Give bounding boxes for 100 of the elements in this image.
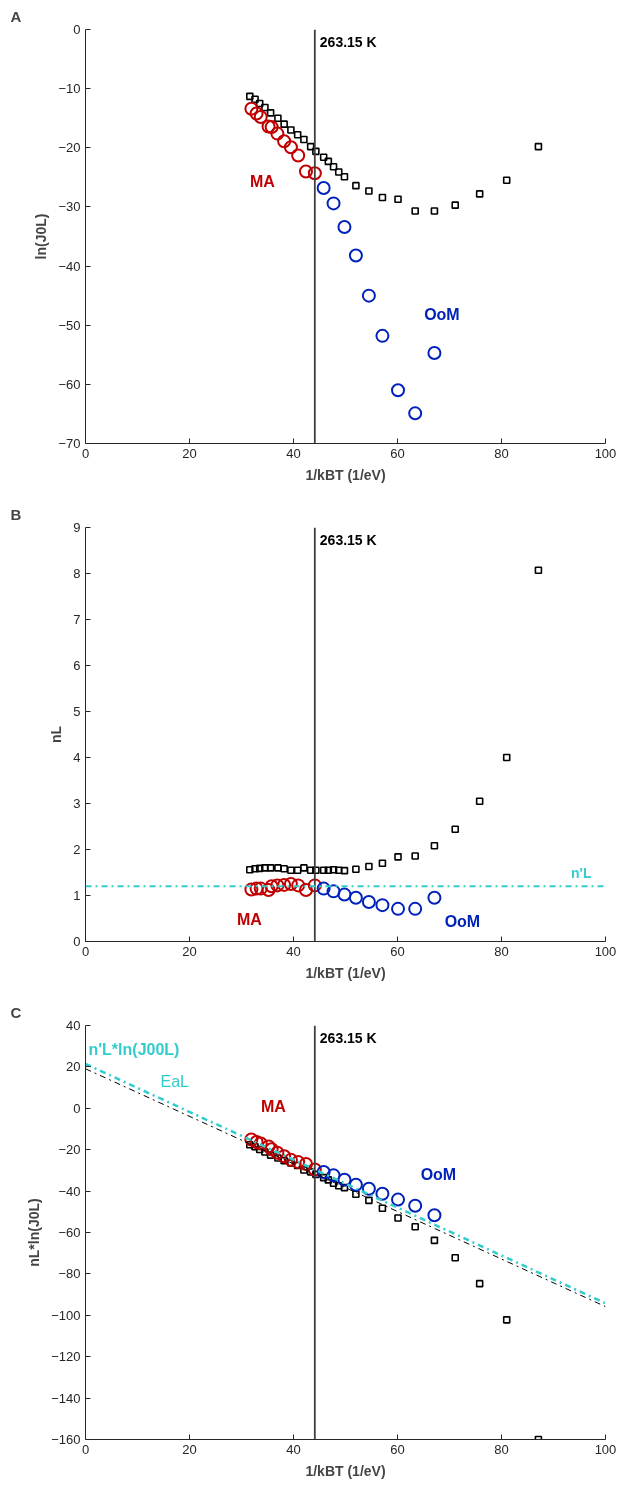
point	[300, 864, 308, 872]
point	[319, 153, 328, 162]
x-tick-label: 20	[182, 943, 197, 959]
point	[316, 1165, 331, 1180]
y-tick-label: 2	[73, 842, 81, 857]
x-tick-label: 40	[286, 445, 301, 461]
point	[378, 859, 387, 868]
point	[293, 130, 302, 139]
x-tick-label: 80	[494, 943, 509, 959]
y-tick-label: −80	[58, 1266, 81, 1282]
point	[274, 864, 282, 872]
x-tick-label: 60	[390, 943, 405, 959]
point	[291, 1155, 306, 1170]
point	[475, 1279, 484, 1288]
ref-line-label: 263.15 K	[319, 531, 377, 548]
point	[270, 1145, 285, 1160]
point	[316, 881, 331, 896]
ref-line-label: 263.15 K	[319, 1029, 377, 1046]
y-tick-label: −50	[58, 317, 81, 333]
y-tick-label: 40	[66, 1018, 81, 1033]
point	[408, 1198, 423, 1213]
point	[329, 162, 338, 171]
point	[249, 106, 264, 121]
point	[312, 147, 320, 156]
x-tick-label: 80	[494, 445, 509, 461]
point	[319, 866, 328, 874]
point	[375, 898, 390, 913]
point	[365, 862, 373, 871]
point	[475, 190, 484, 198]
series-label: MA	[249, 173, 276, 191]
y-tick-label: 8	[73, 566, 81, 581]
point	[394, 853, 402, 861]
x-tick-label: 40	[286, 1441, 301, 1457]
point	[274, 114, 282, 123]
x-tick-label: 100	[594, 943, 617, 959]
point	[270, 126, 285, 141]
y-tick-label: −20	[58, 140, 81, 156]
point	[253, 110, 268, 125]
point	[287, 126, 295, 134]
point	[253, 881, 268, 896]
series-label: OoM	[424, 306, 460, 324]
point	[326, 196, 341, 211]
point	[280, 120, 288, 128]
y-tick-label: 1	[73, 888, 81, 903]
x-tick-label: 20	[182, 445, 197, 461]
point	[340, 866, 349, 875]
y-tick-label: 0	[73, 1100, 81, 1116]
point	[451, 201, 460, 209]
point	[340, 172, 349, 181]
y-tick-label: −40	[58, 258, 81, 274]
point	[427, 890, 442, 905]
point	[352, 181, 360, 190]
point	[411, 207, 419, 215]
y-axis-title: ln(J0L)	[33, 213, 50, 260]
point	[316, 181, 331, 195]
point	[361, 288, 376, 303]
point	[261, 103, 269, 112]
point	[283, 140, 298, 155]
y-tick-label: −140	[51, 1390, 81, 1406]
x-tick-label: 100	[594, 1441, 617, 1457]
annotation: EaL	[160, 1073, 190, 1090]
point	[246, 865, 254, 874]
point	[255, 864, 264, 873]
y-tick-label: 4	[73, 750, 81, 765]
y-tick-label: 5	[73, 704, 81, 719]
chart-title: C	[10, 1003, 22, 1021]
point	[293, 866, 302, 874]
point	[337, 220, 352, 235]
y-tick-label: 6	[73, 658, 81, 673]
x-tick-label: 20	[182, 1441, 197, 1457]
point	[378, 1204, 387, 1213]
point	[306, 142, 315, 151]
x-tick-label: 60	[390, 445, 405, 461]
chart-title: A	[10, 7, 22, 25]
series-label: MA	[236, 910, 263, 928]
point	[391, 383, 406, 398]
point	[283, 877, 298, 891]
point	[270, 878, 285, 893]
point	[244, 1132, 259, 1147]
y-tick-label: 9	[73, 520, 81, 535]
point	[307, 166, 322, 181]
point	[394, 195, 402, 204]
point	[348, 248, 363, 263]
point	[244, 101, 259, 116]
x-axis-title: 1/kBT (1/eV)	[305, 964, 386, 981]
point	[334, 1181, 343, 1190]
point	[326, 1168, 341, 1183]
point	[475, 797, 484, 805]
point	[277, 1149, 292, 1164]
point	[451, 825, 460, 834]
point	[266, 864, 275, 872]
x-tick-label: 100	[594, 445, 617, 461]
point	[408, 901, 423, 916]
y-tick-label: −60	[58, 376, 81, 392]
point	[365, 187, 373, 195]
point	[340, 1183, 349, 1192]
y-tick-label: −100	[51, 1307, 81, 1323]
x-tick-label: 40	[286, 943, 301, 959]
point	[430, 842, 439, 850]
point	[391, 901, 406, 916]
